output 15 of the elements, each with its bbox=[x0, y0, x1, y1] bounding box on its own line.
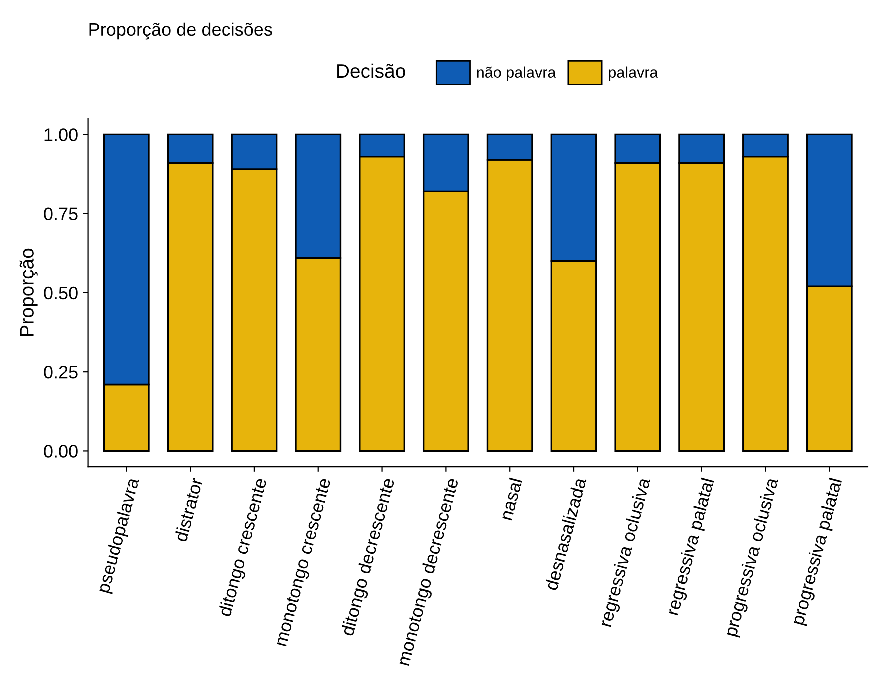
legend-title: Decisão bbox=[338, 64, 406, 78]
x-tick-label: regressiva oclusiva bbox=[598, 476, 654, 628]
y-tick-label: 0.50 bbox=[44, 286, 78, 300]
y-tick-label: 0.75 bbox=[44, 208, 78, 221]
legend-label: não palavra bbox=[477, 66, 556, 81]
x-tick-label: nasal bbox=[499, 478, 523, 521]
chart-title: Proporção de decisões bbox=[90, 22, 272, 40]
legend-label: palavra bbox=[609, 66, 658, 81]
x-tick-label: ditongo crescente bbox=[218, 478, 271, 618]
y-tick-label: 0.25 bbox=[44, 366, 78, 379]
x-tick-label: regressiva palatal bbox=[666, 478, 718, 617]
y-axis-title: Proporção bbox=[20, 248, 38, 336]
x-tick-label: distrator bbox=[174, 477, 204, 542]
y-tick-label: 0.00 bbox=[44, 445, 78, 458]
y-tick-label: 1.00 bbox=[44, 128, 78, 142]
